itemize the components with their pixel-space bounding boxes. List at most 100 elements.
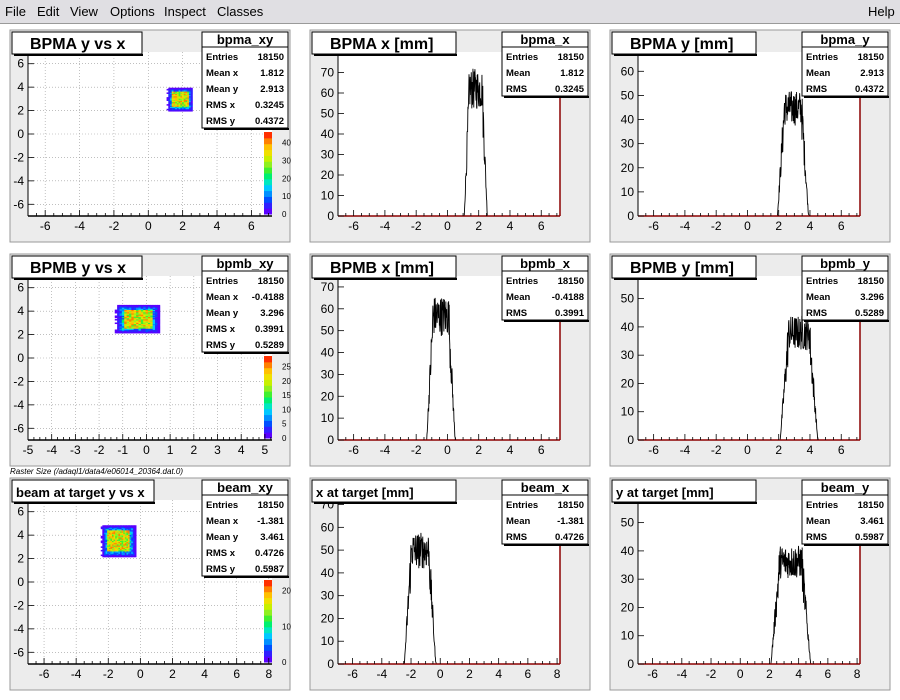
stats-value: -1.381: [257, 516, 285, 527]
heatmap-cell: [129, 539, 132, 541]
heatmap-cell: [108, 535, 111, 538]
heatmap-cell: [131, 317, 135, 320]
heatmap-cell: [136, 330, 139, 333]
heatmap-cell: [155, 322, 158, 325]
heatmap-cell: [173, 104, 176, 106]
heatmap-cell: [102, 532, 105, 534]
heatmap-cell: [123, 527, 126, 530]
heatmap-cell: [170, 94, 173, 97]
heatmap-cell: [136, 306, 139, 308]
menu-edit[interactable]: Edit: [37, 4, 60, 19]
heatmap-cell: [103, 545, 106, 547]
heatmap-cell: [175, 90, 178, 92]
x-tick-label: 2: [169, 667, 176, 681]
heatmap-cell: [157, 331, 161, 334]
heatmap-cell: [131, 329, 135, 332]
menu-help[interactable]: Help: [868, 4, 895, 19]
heatmap-cell: [131, 542, 134, 545]
heatmap-cell: [133, 306, 137, 308]
heatmap-cell: [108, 554, 111, 557]
heatmap-cell: [103, 539, 106, 541]
heatmap-cell: [145, 322, 149, 325]
heatmap-cell: [108, 533, 111, 536]
heatmap-cell: [173, 94, 176, 97]
heatmap-cell: [132, 546, 135, 548]
palette-cell: [264, 167, 272, 174]
heatmap-cell: [183, 90, 186, 92]
chart-pad[interactable]: -6-4-2024601020304050607080BPMA x [mm]bp…: [309, 29, 591, 243]
heatmap-cell: [182, 95, 185, 98]
menu-view[interactable]: View: [70, 4, 98, 19]
heatmap-cell: [150, 321, 154, 323]
heatmap-cell: [105, 552, 108, 554]
x-tick-label: 4: [201, 667, 208, 681]
menu-options[interactable]: Options: [110, 4, 155, 19]
y-tick-label: 10: [321, 189, 335, 203]
menu-inspect[interactable]: Inspect: [164, 4, 206, 19]
heatmap-cell: [103, 542, 106, 545]
heatmap-cell: [168, 93, 171, 96]
stats-box: [501, 255, 589, 321]
heatmap-cell: [118, 553, 121, 555]
heatmap-cell: [145, 330, 149, 333]
heatmap-cell: [188, 87, 192, 90]
heatmap-cell: [134, 531, 137, 533]
heatmap-cell: [182, 98, 185, 100]
heatmap-cell: [136, 308, 139, 310]
heatmap-cell: [187, 90, 190, 92]
heatmap-cell: [152, 322, 156, 325]
stats-label: Entries: [506, 500, 538, 511]
heatmap-cell: [118, 529, 121, 532]
heatmap-cell: [116, 552, 119, 554]
heatmap-cell: [138, 304, 142, 307]
stats-label: RMS: [806, 84, 827, 95]
heatmap-cell: [180, 97, 183, 99]
heatmap-cell: [126, 525, 129, 527]
heatmap-cell: [133, 330, 137, 333]
heatmap-cell: [171, 100, 174, 103]
stats-value: 3.296: [260, 308, 284, 319]
palette-tick-label: 0: [282, 434, 287, 443]
y-tick-label: 50: [621, 516, 635, 530]
heatmap-cell: [131, 308, 135, 310]
heatmap-cell: [113, 551, 116, 553]
x-tick-label: 0: [137, 667, 144, 681]
heatmap-cell: [115, 531, 118, 533]
stats-label: Entries: [806, 500, 838, 511]
heatmap-cell: [121, 321, 125, 323]
heatmap-cell: [155, 307, 158, 309]
heatmap-cell: [178, 101, 181, 104]
heatmap-cell: [140, 328, 144, 330]
chart-title: BPMB y vs x: [30, 260, 126, 277]
heatmap-cell: [110, 553, 113, 555]
y-tick-label: 4: [17, 528, 24, 542]
heatmap-cell: [155, 317, 158, 320]
heatmap-cell: [110, 535, 113, 538]
heatmap-cell: [157, 314, 161, 316]
heatmap-cell: [168, 98, 171, 100]
heatmap-cell: [188, 108, 192, 111]
heatmap-cell: [124, 317, 128, 320]
heatmap-cell: [121, 549, 124, 552]
heatmap-cell: [124, 546, 127, 548]
heatmap-cell: [140, 331, 144, 334]
heatmap-cell: [124, 554, 127, 557]
heatmap-cell: [105, 544, 108, 546]
heatmap-cell: [185, 93, 188, 96]
heatmap-cell: [126, 306, 130, 308]
menu-classes[interactable]: Classes: [217, 4, 264, 19]
heatmap-cell: [110, 541, 113, 544]
heatmap-cell: [170, 106, 173, 109]
menu-file[interactable]: File: [5, 4, 26, 19]
heatmap-cell: [115, 544, 118, 546]
heatmap-cell: [133, 323, 137, 326]
